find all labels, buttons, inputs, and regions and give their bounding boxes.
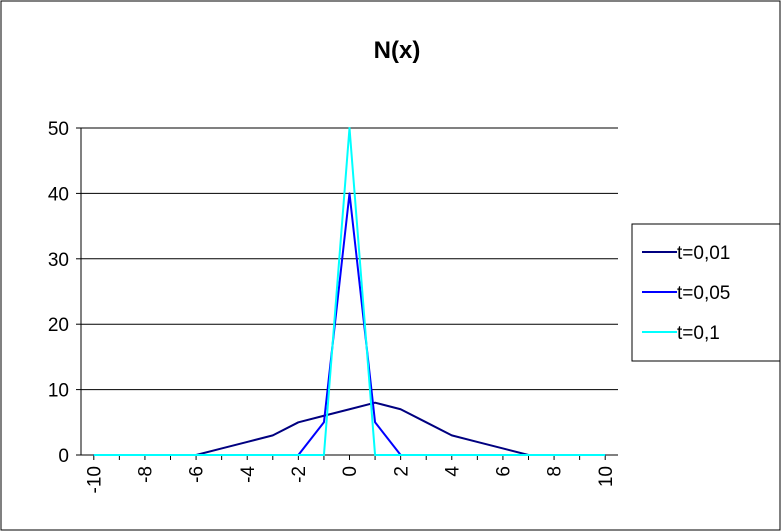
y-tick-label: 20 xyxy=(48,315,69,336)
chart-title: N(x) xyxy=(374,37,421,64)
x-tick-label: 10 xyxy=(596,466,617,487)
x-tick-label: -8 xyxy=(136,466,157,483)
y-tick-label: 50 xyxy=(48,119,69,140)
x-tick-label: -4 xyxy=(238,466,259,483)
x-tick-label: 0 xyxy=(340,466,361,477)
x-tick-label: 8 xyxy=(545,466,566,477)
legend-label: t=0,05 xyxy=(677,283,730,304)
legend: t=0,01 t=0,05 t=0,1 xyxy=(631,223,781,362)
legend-label: t=0,1 xyxy=(677,323,720,344)
x-tick-label: -2 xyxy=(289,466,310,483)
y-tick-label: 0 xyxy=(58,446,69,467)
x-tick-label: -6 xyxy=(187,466,208,483)
series-line-t=0,1 xyxy=(93,127,606,456)
x-tick-label: 2 xyxy=(391,466,412,477)
y-tick-label: 40 xyxy=(48,184,69,205)
x-tick-label: -10 xyxy=(84,466,105,493)
x-tick-label: 4 xyxy=(442,466,463,477)
x-tick-label: 6 xyxy=(494,466,515,477)
y-tick-label: 30 xyxy=(48,250,69,271)
legend-label: t=0,01 xyxy=(677,243,730,264)
plot-area: 0 10 20 30 40 50 -10 -8 -6 -4 -2 0 2 4 6 8 10 xyxy=(48,119,618,493)
y-tick-label: 10 xyxy=(48,381,69,402)
